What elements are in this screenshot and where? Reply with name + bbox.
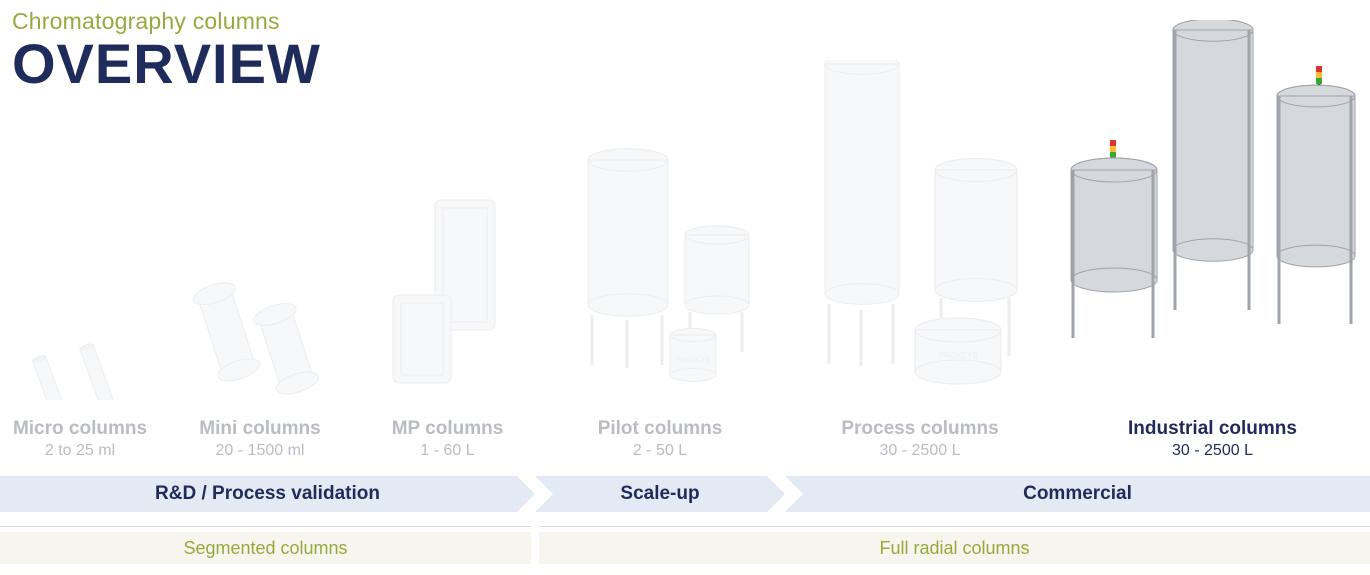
- phase-row: R&D / Process validation Scale-up Commer…: [0, 476, 1370, 512]
- product-cell: [160, 140, 360, 400]
- equipment-icon: [1063, 20, 1363, 400]
- product-icon-wrap: [1063, 140, 1363, 400]
- product-label: MP columns 1 - 60 L: [360, 418, 535, 460]
- product-name: MP columns: [366, 418, 529, 440]
- svg-text:PROXCYS: PROXCYS: [676, 357, 711, 364]
- equipment-icon: [15, 310, 145, 400]
- equipment-icon: [175, 260, 345, 400]
- product-label: Industrial columns 30 - 2500 L: [1055, 418, 1370, 460]
- product-icon-wrap: PROXCYS: [795, 140, 1045, 400]
- phase-chevron: R&D / Process validation: [0, 476, 535, 512]
- product-range: 20 - 1500 ml: [166, 442, 354, 460]
- technology-label: Segmented columns: [183, 538, 347, 559]
- product-cell: PROXCYS: [535, 140, 785, 400]
- equipment-icon: PROXCYS: [795, 60, 1045, 400]
- phase-chevron: Commercial: [785, 476, 1370, 512]
- product-name: Process columns: [791, 418, 1049, 440]
- product-cell: PROXCYS: [785, 140, 1055, 400]
- product-range: 2 to 25 ml: [6, 442, 154, 460]
- phase-label: R&D / Process validation: [155, 483, 380, 505]
- product-name: Industrial columns: [1061, 418, 1364, 440]
- product-name: Mini columns: [166, 418, 354, 440]
- product-name: Micro columns: [6, 418, 154, 440]
- product-label: Process columns 30 - 2500 L: [785, 418, 1055, 460]
- page-title: OVERVIEW: [12, 31, 321, 96]
- phase-chevron: Scale-up: [535, 476, 785, 512]
- product-icon-wrap: PROXCYS: [550, 140, 770, 400]
- product-label: Micro columns 2 to 25 ml: [0, 418, 160, 460]
- phase-label: Commercial: [1023, 483, 1132, 505]
- product-cell: [1055, 140, 1370, 400]
- product-range: 2 - 50 L: [541, 442, 779, 460]
- equipment-icon: PROXCYS: [550, 140, 770, 400]
- technology-row: Segmented columns Full radial columns: [0, 532, 1370, 564]
- technology-cell: Full radial columns: [539, 532, 1370, 564]
- product-range: 30 - 2500 L: [791, 442, 1049, 460]
- technology-cell: Segmented columns: [0, 532, 531, 564]
- svg-text:PROXCYS: PROXCYS: [938, 351, 977, 360]
- equipment-icon: [373, 190, 523, 400]
- product-label: Pilot columns 2 - 50 L: [535, 418, 785, 460]
- product-label: Mini columns 20 - 1500 ml: [160, 418, 360, 460]
- product-range: 1 - 60 L: [366, 442, 529, 460]
- product-cell: [360, 140, 535, 400]
- product-cell: [0, 140, 160, 400]
- product-labels-row: Micro columns 2 to 25 ml Mini columns 20 - …: [0, 418, 1370, 460]
- product-range: 30 - 2500 L: [1061, 442, 1364, 460]
- product-icon-wrap: [15, 140, 145, 400]
- technology-label: Full radial columns: [879, 538, 1029, 559]
- product-icon-wrap: [373, 140, 523, 400]
- page-header: Chromatography columns OVERVIEW: [12, 8, 321, 96]
- product-icon-wrap: [175, 140, 345, 400]
- product-icons-row: PROXCYS PROXCYS: [0, 140, 1370, 400]
- product-name: Pilot columns: [541, 418, 779, 440]
- phase-label: Scale-up: [620, 483, 699, 505]
